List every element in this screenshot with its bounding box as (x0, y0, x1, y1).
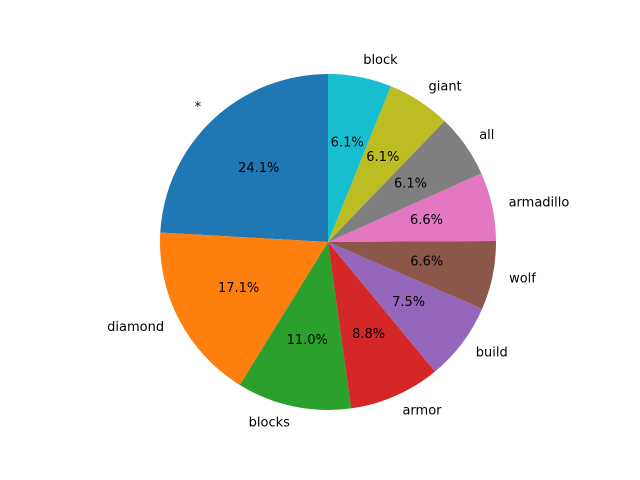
slice-label-9: block (363, 53, 398, 68)
slice-percent-6: 6.6% (410, 213, 443, 228)
slice-label-2: blocks (249, 415, 290, 430)
pie-slice-8 (328, 86, 445, 242)
slice-percent-5: 6.6% (410, 255, 443, 270)
pie-slice-3 (328, 242, 436, 409)
slice-label-5: wolf (509, 271, 536, 286)
slice-label-7: all (479, 128, 494, 143)
pie-slice-9 (328, 74, 391, 242)
slice-percent-8: 6.1% (366, 150, 399, 165)
pie-slice-2 (239, 242, 352, 411)
slice-percent-2: 11.0% (287, 333, 328, 348)
pie-labels: * 24.1% diamond 17.1% blocks 11.0% armor 8.8% bu… (107, 53, 569, 430)
pie-slices (160, 74, 497, 411)
pie-slice-4 (328, 242, 483, 372)
slice-percent-1: 17.1% (218, 281, 259, 296)
slice-label-4: build (476, 345, 508, 360)
pie-slice-6 (328, 173, 496, 242)
slice-label-6: armadillo (509, 195, 570, 210)
slice-label-1: diamond (107, 320, 164, 335)
pie-slice-5 (328, 240, 497, 309)
slice-percent-9: 6.1% (331, 136, 364, 151)
pie-slice-1 (160, 232, 328, 385)
slice-percent-7: 6.1% (394, 177, 427, 192)
slice-percent-0: 24.1% (238, 161, 279, 176)
pie-slice-0 (160, 74, 328, 242)
slice-percent-3: 8.8% (352, 327, 385, 342)
slice-label-0: * (195, 100, 202, 115)
slice-label-3: armor (402, 404, 442, 419)
slice-label-8: giant (428, 79, 461, 94)
slice-percent-4: 7.5% (392, 295, 425, 310)
pie-slice-7 (328, 120, 482, 242)
